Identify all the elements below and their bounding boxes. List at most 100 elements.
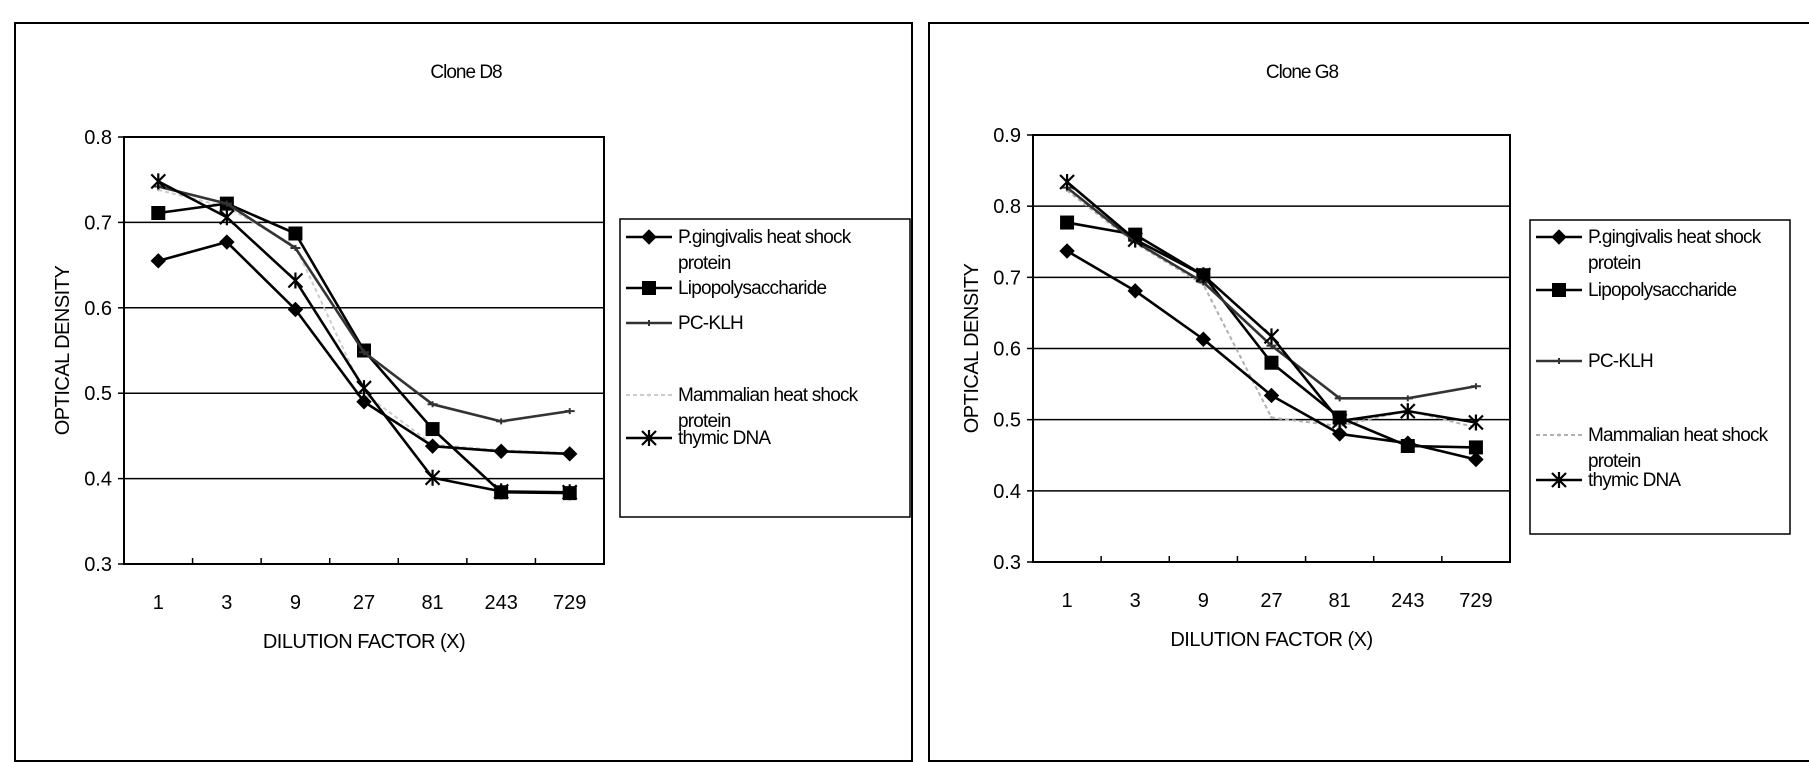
x-tick-label: 81 xyxy=(1329,590,1351,612)
x-tick-label: 27 xyxy=(353,592,375,614)
data-point xyxy=(496,418,507,425)
y-axis-label: OPTICAL DENSITY xyxy=(52,266,74,436)
legend-swatch-marker xyxy=(1551,229,1567,245)
legend-swatch-marker xyxy=(641,430,657,446)
legend-label: Mammalian heat shock xyxy=(678,385,859,406)
data-point xyxy=(1402,395,1413,402)
legend-item: P.gingivalis heat shock protein xyxy=(626,227,853,274)
data-point xyxy=(562,446,578,462)
legend-label: Lipopolysaccharide xyxy=(1588,280,1736,301)
x-tick-label: 1 xyxy=(153,592,164,614)
legend: P.gingivalis heat shock protein Lipopolysa… xyxy=(619,218,911,518)
legend-label: P.gingivalis heat shock xyxy=(678,227,852,248)
x-tick-label: 243 xyxy=(484,592,517,614)
x-tick-label: 1 xyxy=(1062,590,1073,612)
data-point xyxy=(1468,451,1484,468)
data-point xyxy=(290,245,301,252)
data-point xyxy=(219,209,235,226)
data-point xyxy=(1331,426,1348,442)
data-point xyxy=(1468,440,1483,455)
chart-svg: Clone G8 0.3 0.4 0.5 0.6 0.7 0.8 0.9 1 3 9 27 81 243 7… xyxy=(961,62,1791,651)
data-point xyxy=(1400,438,1415,453)
data-point xyxy=(424,469,441,486)
legend-label: P.gingivalis heat shock xyxy=(1588,227,1762,248)
data-point xyxy=(1263,387,1280,404)
legend-box xyxy=(619,218,911,518)
data-point xyxy=(221,200,232,207)
legend-swatch-marker xyxy=(644,320,654,326)
x-tick-label: 81 xyxy=(421,592,443,614)
data-point xyxy=(1195,331,1212,347)
data-point xyxy=(288,226,303,241)
data-point xyxy=(1127,283,1143,299)
data-point xyxy=(1127,231,1143,248)
x-tick-label: 9 xyxy=(1198,590,1209,612)
legend-label: PC-KLH xyxy=(1588,351,1653,372)
legend-item: thymic DNA xyxy=(1536,470,1682,491)
legend-item: PC-KLH xyxy=(1536,351,1654,372)
x-tick-label: 729 xyxy=(1459,590,1492,612)
y-tick-label: 0.8 xyxy=(993,196,1021,218)
x-tick-label: 3 xyxy=(1130,590,1141,612)
data-point xyxy=(151,206,166,221)
legend-label: Mammalian heat shock xyxy=(1588,425,1769,446)
data-point xyxy=(356,380,372,397)
data-point xyxy=(427,401,438,408)
legend-label: Lipopolysaccharide xyxy=(678,278,826,299)
y-tick-label: 0.4 xyxy=(993,481,1021,503)
data-point xyxy=(356,394,372,410)
legend-swatch-marker xyxy=(1554,358,1564,364)
legend-item: Mammalian heat shock protein xyxy=(626,385,859,432)
y-tick-label: 0.5 xyxy=(84,383,112,405)
legend-item: PC-KLH xyxy=(626,313,744,334)
data-point xyxy=(287,301,304,318)
data-point xyxy=(425,422,440,437)
data-point xyxy=(1270,416,1273,420)
data-point xyxy=(1264,355,1279,370)
legend-item: thymic DNA xyxy=(626,428,772,449)
legend-item: Lipopolysaccharide xyxy=(1536,280,1737,301)
y-tick-label: 0.9 xyxy=(993,125,1021,147)
y-tick-label: 0.6 xyxy=(84,298,112,320)
y-tick-label: 0.5 xyxy=(993,410,1021,432)
x-tick-label: 27 xyxy=(1260,590,1282,612)
x-axis-label: DILUTION FACTOR (X) xyxy=(263,631,465,653)
legend-label: protein xyxy=(1588,253,1641,274)
y-tick-label: 0.3 xyxy=(84,554,112,576)
legend-swatch-marker xyxy=(641,229,657,245)
chart-title: Clone D8 xyxy=(430,62,502,83)
legend-label: protein xyxy=(678,411,731,432)
data-point xyxy=(493,443,509,459)
series-dash xyxy=(153,183,575,425)
y-tick-label: 0.8 xyxy=(84,127,112,149)
data-point xyxy=(1263,328,1280,345)
legend-swatch-marker xyxy=(642,281,656,295)
legend-swatch-marker xyxy=(647,393,651,397)
data-point xyxy=(1060,215,1075,230)
data-point xyxy=(561,484,578,501)
x-axis-label: DILUTION FACTOR (X) xyxy=(1170,629,1372,651)
series-star xyxy=(150,173,578,501)
data-point xyxy=(1331,413,1348,430)
data-point xyxy=(1400,403,1416,420)
data-point xyxy=(1334,395,1345,402)
legend-item: P.gingivalis heat shock protein xyxy=(1536,227,1763,274)
chart-panel-clone-g8: Clone G8 0.3 0.4 0.5 0.6 0.7 0.8 0.9 1 3 9 27 81 243 7… xyxy=(928,22,1809,762)
chart-svg: Clone D8 0.3 0.4 0.5 0.6 0.7 0.8 1 3 9 27 81 243 729 D… xyxy=(52,62,911,653)
data-point xyxy=(424,438,441,454)
legend: P.gingivalis heat shock protein Lipopolysa… xyxy=(1529,219,1791,535)
data-point xyxy=(1195,267,1212,284)
legend-label: PC-KLH xyxy=(678,313,743,334)
legend-swatch-marker xyxy=(1551,472,1567,488)
legend-label: thymic DNA xyxy=(1588,470,1681,491)
legend-box xyxy=(1529,219,1791,535)
x-tick-label: 243 xyxy=(1391,590,1424,612)
data-point xyxy=(1470,383,1481,390)
data-point xyxy=(1468,414,1484,431)
legend-swatch-marker xyxy=(1552,283,1566,297)
y-tick-label: 0.4 xyxy=(84,469,112,491)
y-tick-label: 0.6 xyxy=(993,339,1021,361)
x-tick-label: 3 xyxy=(221,592,232,614)
data-point xyxy=(287,272,304,289)
legend-item: Lipopolysaccharide xyxy=(626,278,827,299)
